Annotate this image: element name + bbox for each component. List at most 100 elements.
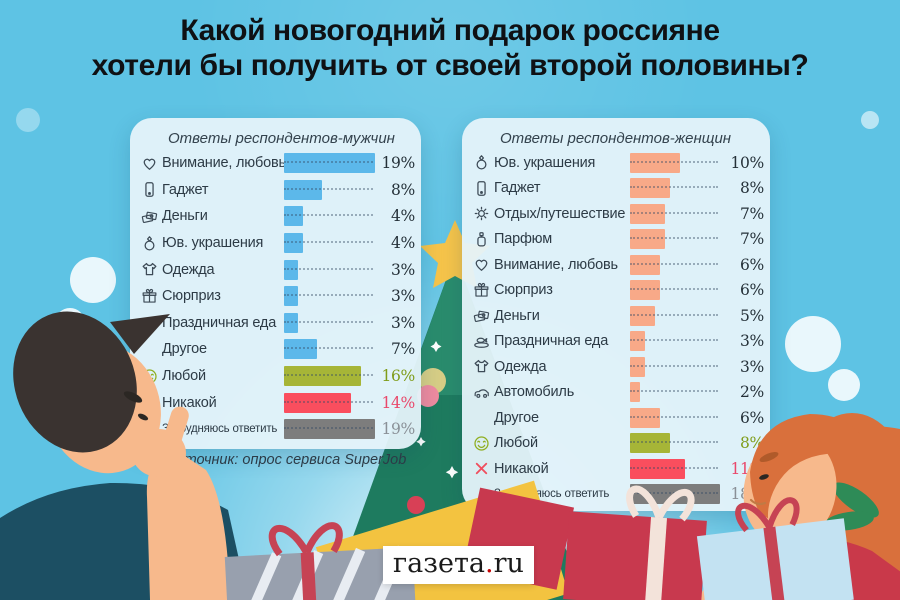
bar [630,458,685,479]
leader-dots [630,288,718,291]
category-label: Деньги [162,208,208,225]
category-label: Другое [162,341,207,358]
ring-icon [140,233,162,253]
chart-row: Другое 6% [472,405,764,431]
category-label: Гаджет [494,180,541,197]
category-label: Отдых/путешествие [494,205,626,222]
value-label: 19% [381,420,415,439]
perfume-icon [472,229,494,249]
logo-name: газета [393,548,485,579]
category-label: Никакой [162,394,217,411]
bar-track [284,206,375,227]
title-line-1: Какой новогодний подарок россияне [180,14,720,47]
value-label: 3% [740,357,764,376]
value-label: 6% [740,281,764,300]
value-label: 6% [740,255,764,274]
women-answers-panel: Ответы респондентов-женщин Юв. украшения… [462,118,770,511]
gift-icon [472,280,494,300]
chart-row: Отдых/путешествие 7% [472,201,764,227]
chart-row: Юв. украшения 4% [140,230,415,257]
bar-track [630,152,720,173]
bar [630,280,660,301]
bar [630,152,681,173]
leader-dots [630,211,718,214]
chart-row: Гаджет 8% [140,177,415,204]
value-label: 4% [391,234,415,253]
category-label: Юв. украшения [494,154,596,171]
value-label: 3% [391,260,415,279]
bar [630,203,665,224]
bar [630,433,670,454]
leader-dots [630,237,718,240]
value-label: 8% [740,179,764,198]
bar [630,407,660,428]
category-label: Праздничная еда [162,314,277,331]
leader-dots [284,400,373,403]
chart-row: Внимание, любовь 19% [140,150,415,177]
bar [284,286,299,307]
bar [284,312,299,333]
category-label: Одежда [162,261,215,278]
bar-track [630,203,720,224]
category-label: Внимание, любовь [162,155,286,172]
money-icon [140,206,162,226]
tshirt-icon [140,260,162,280]
chart-row: Деньги 5% [472,303,764,329]
chart-row: Автомобиль 2% [472,380,764,406]
bar [630,305,656,326]
leader-dots [284,187,373,190]
cross-icon [472,459,494,479]
bar [630,382,640,403]
bar [284,153,375,174]
bar-track [284,392,375,413]
category-label: Никакой [494,460,549,477]
value-label: 5% [740,306,764,325]
leader-dots [284,267,373,270]
bar-track [284,233,375,254]
value-label: 16% [381,367,415,386]
bar [284,339,318,360]
chart-row: Внимание, любовь 6% [472,252,764,278]
category-label: Гаджет [162,181,209,198]
bar [630,356,646,377]
leader-dots [630,313,718,316]
heart-icon [472,255,494,275]
phone-icon [140,180,162,200]
tshirt-icon [472,357,494,377]
leader-dots [630,186,718,189]
value-label: 7% [391,340,415,359]
bar [284,259,299,280]
bar-track [284,366,375,387]
category-label: Затрудняюсь ответить [162,423,278,436]
leader-dots [630,160,718,163]
ring-icon [472,153,494,173]
bar-track [284,153,375,174]
bar-track [630,407,720,428]
red-gift [563,485,707,600]
bar [630,178,670,199]
value-label: 7% [740,204,764,223]
men-answers-panel: Ответы респондентов-мужчин Внимание, люб… [130,118,421,449]
bar-track [284,179,375,200]
bar-track [630,433,720,454]
leader-dots [284,347,373,350]
category-label: Парфюм [494,231,552,248]
chart-row: Никакой 14% [140,389,415,416]
leader-dots [630,441,718,444]
chart-row: Юв. украшения 10% [472,150,764,176]
men-bar-chart: Внимание, любовь 19% Гаджет 8% Деньги 4% Юв. у… [140,150,415,443]
gift-icon [140,286,162,306]
category-label: Другое [494,409,539,426]
category-label: Внимание, любовь [494,256,618,273]
category-label: Одежда [494,358,547,375]
chart-row: Одежда 3% [140,256,415,283]
sun-icon [472,204,494,224]
chart-row: Сюрприз 6% [472,278,764,304]
bar-track [284,419,375,440]
category-label: Деньги [494,307,540,324]
gift-boxes [224,480,854,600]
food-icon [472,331,494,351]
chart-row: Одежда 3% [472,354,764,380]
value-label: 2% [740,383,764,402]
